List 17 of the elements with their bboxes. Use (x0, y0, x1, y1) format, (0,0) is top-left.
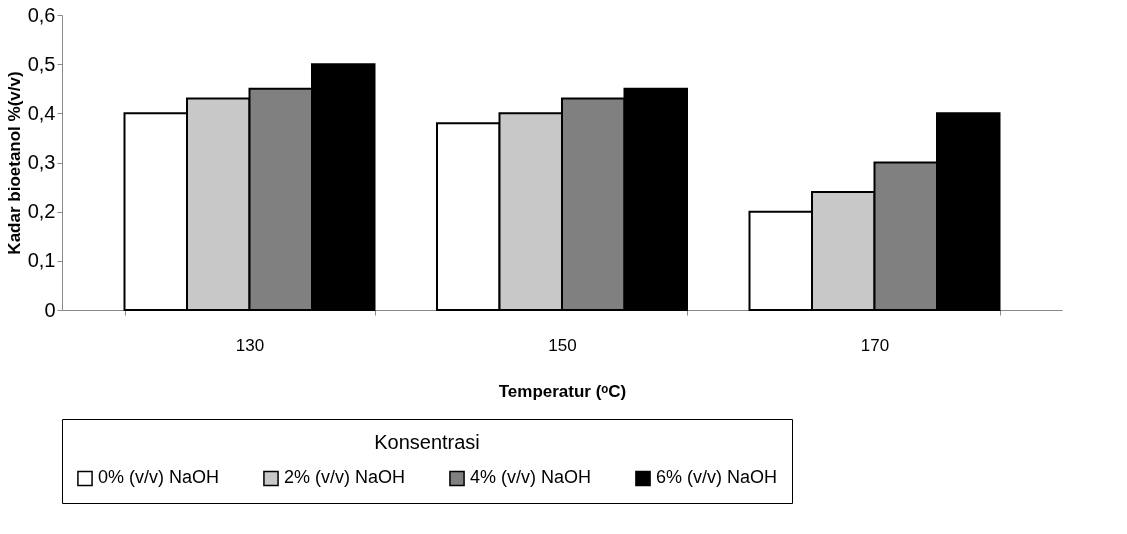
y-tick-label: 0,4 (27, 101, 56, 124)
legend-title: Konsentrasi (374, 431, 480, 453)
y-tick-label: 0,3 (27, 151, 56, 173)
x-axis-title: Temperatur (ᵒC) (498, 381, 627, 401)
x-tick-label: 130 (235, 335, 265, 355)
legend-label: 4% (v/v) NaOH (470, 467, 592, 488)
x-tick-label: 150 (548, 335, 577, 355)
y-tick-label: 0 (44, 298, 56, 321)
legend-label: 2% (v/v) NaOH (284, 467, 406, 488)
y-tick-label: 0,5 (27, 52, 56, 75)
y-tick-label: 0,2 (27, 200, 56, 223)
y-axis-title: Kadar bioetanol %(v/v) (4, 71, 24, 255)
y-tick-label: 0,6 (27, 3, 56, 26)
x-tick-label: 170 (860, 335, 890, 355)
legend-label: 0% (v/v) NaOH (98, 467, 220, 488)
y-tick-label: 0,1 (27, 249, 56, 272)
legend-label: 6% (v/v) NaOH (656, 467, 778, 488)
